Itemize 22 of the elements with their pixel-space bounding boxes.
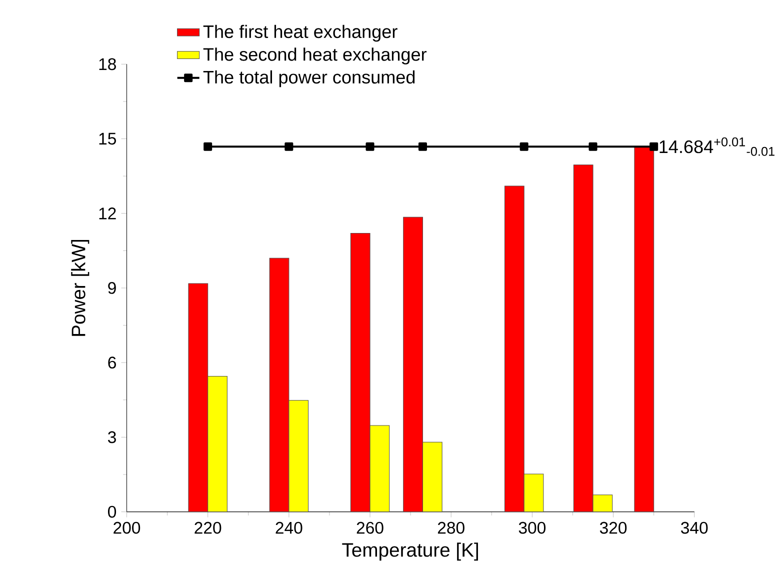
x-tick-label: 240 xyxy=(276,522,302,534)
y-tick-label: 9 xyxy=(108,282,116,294)
x-tick-label: 260 xyxy=(356,522,384,534)
x-axis-title: Temperature [K] xyxy=(342,542,478,561)
x-tick-label: 220 xyxy=(194,522,222,534)
legend-label: The total power consumed xyxy=(203,70,415,88)
y-tick-label: 6 xyxy=(108,356,116,369)
x-tick-label: 300 xyxy=(518,522,546,534)
bar xyxy=(634,146,654,512)
y-tick-label: 0 xyxy=(108,506,116,518)
x-tick-label: 280 xyxy=(438,522,464,534)
y-tick-label: 15 xyxy=(99,133,116,145)
y-axis-title: Power [kW] xyxy=(71,240,90,336)
legend-label: The second heat exchanger xyxy=(203,48,427,65)
annotation: 14.684$^{+0.01}$-0.01 xyxy=(660,138,774,156)
y-tick-label: 3 xyxy=(108,431,116,444)
legend-label: The first heat exchanger xyxy=(203,25,398,42)
x-tick-label: 340 xyxy=(681,522,708,534)
x-tick-label: 320 xyxy=(600,522,627,534)
y-tick-label: 18 xyxy=(99,58,116,70)
y-tick-label: 12 xyxy=(99,208,116,220)
x-tick-label: 200 xyxy=(114,522,140,534)
